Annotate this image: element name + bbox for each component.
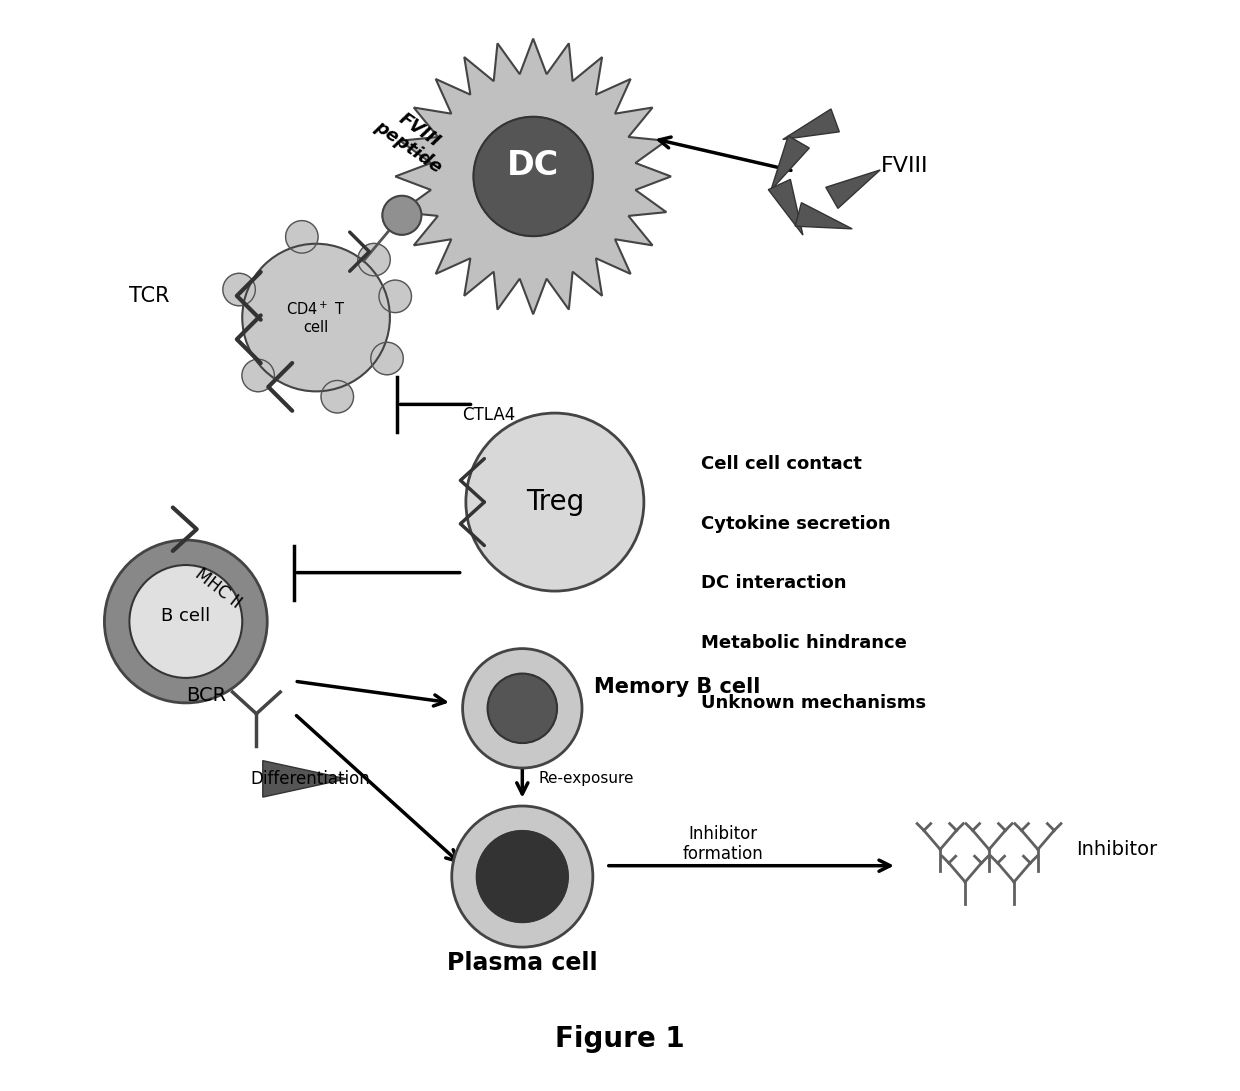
Polygon shape bbox=[782, 109, 839, 140]
Text: CD4$^+$ T
cell: CD4$^+$ T cell bbox=[286, 300, 346, 335]
Text: Inhibitor: Inhibitor bbox=[1076, 840, 1157, 859]
Circle shape bbox=[474, 117, 593, 236]
Text: CTLA4: CTLA4 bbox=[463, 406, 516, 424]
Circle shape bbox=[451, 806, 593, 947]
Circle shape bbox=[487, 673, 557, 743]
Polygon shape bbox=[769, 179, 804, 235]
Text: Inhibitor
formation: Inhibitor formation bbox=[683, 825, 764, 863]
Text: DC: DC bbox=[507, 149, 559, 182]
Text: FVIII: FVIII bbox=[880, 156, 928, 176]
Polygon shape bbox=[263, 760, 346, 798]
Circle shape bbox=[463, 649, 582, 768]
Text: Cytokine secretion: Cytokine secretion bbox=[702, 515, 892, 532]
Circle shape bbox=[466, 413, 644, 591]
Circle shape bbox=[242, 243, 389, 392]
Text: Figure 1: Figure 1 bbox=[556, 1026, 684, 1054]
Circle shape bbox=[223, 274, 255, 305]
Text: Differentiation: Differentiation bbox=[250, 770, 371, 788]
Text: Metabolic hindrance: Metabolic hindrance bbox=[702, 634, 908, 652]
Text: Treg: Treg bbox=[526, 488, 584, 516]
Text: FVIII
peptide: FVIII peptide bbox=[371, 100, 456, 177]
Text: Plasma cell: Plasma cell bbox=[446, 951, 598, 975]
Circle shape bbox=[371, 343, 403, 375]
Polygon shape bbox=[826, 170, 880, 208]
Circle shape bbox=[129, 565, 242, 678]
Text: Memory B cell: Memory B cell bbox=[594, 676, 760, 697]
Polygon shape bbox=[771, 136, 810, 190]
Text: TCR: TCR bbox=[129, 286, 170, 305]
Polygon shape bbox=[396, 38, 671, 314]
Circle shape bbox=[104, 540, 268, 703]
Text: Cell cell contact: Cell cell contact bbox=[702, 455, 862, 473]
Circle shape bbox=[476, 831, 568, 922]
Circle shape bbox=[379, 280, 412, 313]
Circle shape bbox=[321, 381, 353, 412]
Text: Re-exposure: Re-exposure bbox=[538, 771, 634, 787]
Circle shape bbox=[242, 359, 274, 392]
Text: Unknown mechanisms: Unknown mechanisms bbox=[702, 694, 926, 712]
Text: B cell: B cell bbox=[161, 607, 211, 625]
Text: BCR: BCR bbox=[186, 686, 226, 705]
Circle shape bbox=[358, 243, 391, 276]
Circle shape bbox=[285, 220, 319, 253]
Polygon shape bbox=[795, 203, 852, 229]
Text: MHC II: MHC II bbox=[191, 565, 244, 612]
Text: DC interaction: DC interaction bbox=[702, 575, 847, 592]
Circle shape bbox=[382, 195, 422, 235]
